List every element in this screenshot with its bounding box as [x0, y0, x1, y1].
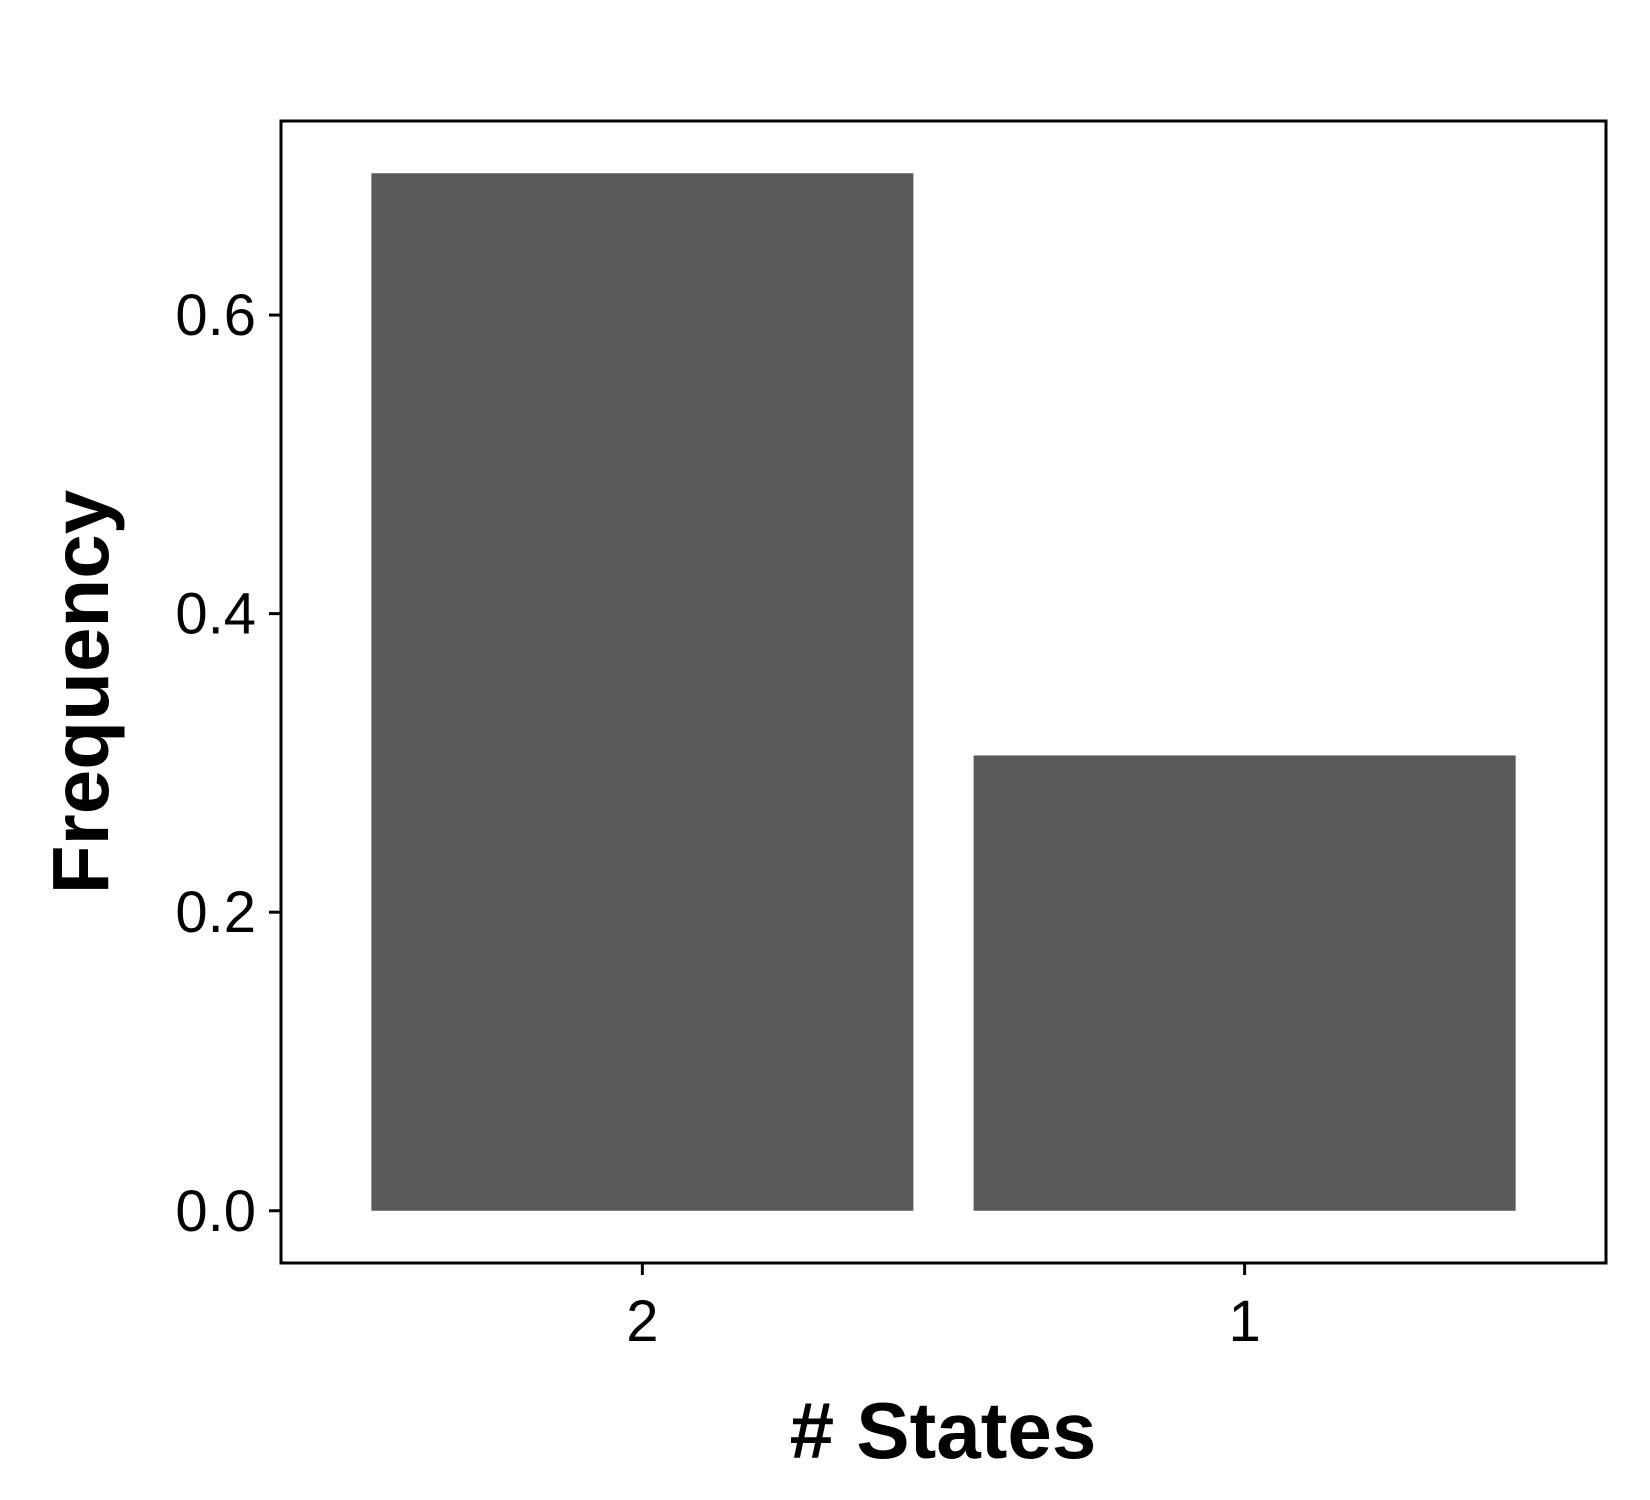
x-tick-label: 2: [626, 1289, 658, 1354]
x-tick-label: 1: [1229, 1289, 1261, 1354]
y-tick-label: 0.0: [175, 1179, 256, 1244]
y-tick-label: 0.6: [175, 283, 256, 348]
bars-group: [371, 173, 1516, 1211]
x-axis-title: # States: [790, 1386, 1097, 1475]
bar-1: [973, 755, 1516, 1211]
y-tick-label: 0.4: [175, 582, 256, 647]
y-axis: 0.0 0.2 0.4 0.6: [175, 283, 281, 1244]
y-axis-title: Frequency: [36, 489, 125, 894]
bar-2: [371, 173, 914, 1211]
y-tick-label: 0.2: [175, 880, 256, 945]
